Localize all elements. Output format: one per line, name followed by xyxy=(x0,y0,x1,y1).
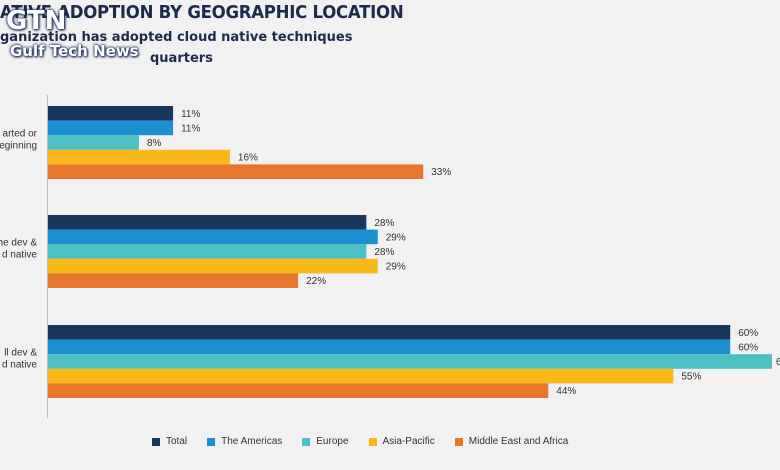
category-label: he dev & xyxy=(0,238,37,249)
data-label: 16% xyxy=(238,153,258,164)
chart-subtitle-line2: quarters xyxy=(150,51,213,66)
bar-asia-pacific xyxy=(48,149,230,165)
category-label: eginning xyxy=(0,141,37,152)
bar-asia-pacific xyxy=(48,258,378,274)
legend-swatch xyxy=(207,437,216,446)
data-label: 11% xyxy=(181,123,200,134)
bar-the-americas xyxy=(48,229,378,245)
bar-europe xyxy=(48,135,139,150)
data-label: 33% xyxy=(431,167,451,178)
legend-item: Middle East and Africa xyxy=(454,436,569,447)
bar-middle-east-and-africa xyxy=(48,164,424,179)
legend-item: Europe xyxy=(302,436,349,447)
bar-europe xyxy=(48,244,367,259)
legend-label: Middle East and Africa xyxy=(468,436,569,447)
legend-label: The Americas xyxy=(221,436,283,447)
bar-asia-pacific xyxy=(48,368,674,384)
data-label: 60% xyxy=(738,342,758,353)
chart-legend: Total The Americas Europe Asia-Pacific Middl… xyxy=(152,436,568,447)
data-label: 28% xyxy=(374,218,394,229)
bar-total xyxy=(48,325,731,340)
legend-label: Europe xyxy=(316,436,349,447)
legend-item: The Americas xyxy=(207,436,282,447)
legend-swatch xyxy=(152,437,160,446)
bar-the-americas xyxy=(48,339,731,355)
data-label: 29% xyxy=(386,232,406,243)
data-label: 8% xyxy=(147,138,162,149)
data-label: 28% xyxy=(374,247,394,258)
category-label: arted or xyxy=(3,129,38,140)
legend-item: Asia-Pacific xyxy=(368,436,435,447)
bar-total xyxy=(48,215,367,230)
data-label: 29% xyxy=(386,262,406,273)
category-label: ll dev & xyxy=(4,348,37,359)
category-label: d native xyxy=(2,360,37,371)
chart-subtitle-line1: ganization has adopted cloud native tech… xyxy=(0,30,353,45)
legend-label: Asia-Pacific xyxy=(382,436,435,447)
legend-swatch xyxy=(368,437,377,446)
data-label: 11% xyxy=(181,109,200,120)
data-label: 44% xyxy=(556,386,576,397)
legend-swatch xyxy=(302,437,311,446)
category-label: d native xyxy=(2,250,37,261)
legend-swatch xyxy=(454,437,463,446)
bar-middle-east-and-africa xyxy=(48,383,549,398)
data-label: 22% xyxy=(306,276,326,287)
data-label: 6 xyxy=(776,357,780,368)
chart-title: ATIVE ADOPTION BY GEOGRAPHIC LOCATION xyxy=(0,2,404,23)
bar-the-americas xyxy=(48,120,174,136)
data-label: 55% xyxy=(681,372,701,383)
bar-middle-east-and-africa xyxy=(48,273,299,288)
legend-label: Total xyxy=(166,436,188,447)
legend-item: Total xyxy=(152,436,187,447)
data-label: 60% xyxy=(738,328,758,339)
bar-total xyxy=(48,106,174,121)
bar-europe xyxy=(48,354,772,369)
